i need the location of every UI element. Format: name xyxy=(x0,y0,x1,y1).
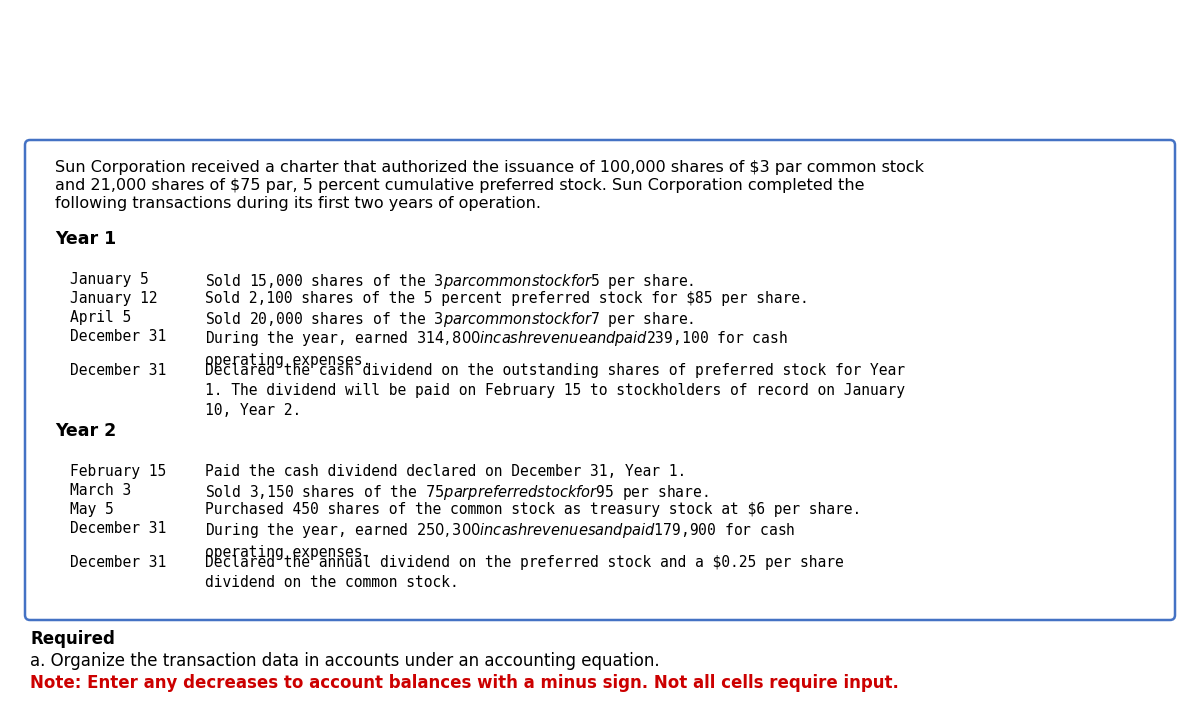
Text: During the year, earned $250,300 in cash revenues and paid $179,900 for cash
ope: During the year, earned $250,300 in cash… xyxy=(205,521,796,560)
Text: May 5: May 5 xyxy=(70,502,114,517)
Text: Declared the cash dividend on the outstanding shares of preferred stock for Year: Declared the cash dividend on the outsta… xyxy=(205,363,905,418)
Text: Sold 2,100 shares of the 5 percent preferred stock for $85 per share.: Sold 2,100 shares of the 5 percent prefe… xyxy=(205,291,809,306)
Text: and 21,000 shares of $75 par, 5 percent cumulative preferred stock. Sun Corporat: and 21,000 shares of $75 par, 5 percent … xyxy=(55,178,864,193)
Text: January 12: January 12 xyxy=(70,291,157,306)
FancyBboxPatch shape xyxy=(25,140,1175,620)
Text: December 31: December 31 xyxy=(70,555,167,570)
Text: following transactions during its first two years of operation.: following transactions during its first … xyxy=(55,196,541,211)
Text: Sold 3,150 shares of the $75 par preferred stock for $95 per share.: Sold 3,150 shares of the $75 par preferr… xyxy=(205,483,708,502)
Text: a. Organize the transaction data in accounts under an accounting equation.: a. Organize the transaction data in acco… xyxy=(30,652,660,670)
Text: Declared the annual dividend on the preferred stock and a $0.25 per share
divide: Declared the annual dividend on the pref… xyxy=(205,555,844,590)
Text: March 3: March 3 xyxy=(70,483,131,498)
Text: December 31: December 31 xyxy=(70,363,167,378)
Text: Sold 15,000 shares of the $3 par common stock for $5 per share.: Sold 15,000 shares of the $3 par common … xyxy=(205,272,695,291)
Text: Purchased 450 shares of the common stock as treasury stock at $6 per share.: Purchased 450 shares of the common stock… xyxy=(205,502,862,517)
Text: December 31: December 31 xyxy=(70,521,167,536)
Text: February 15: February 15 xyxy=(70,464,167,479)
Text: Sold 20,000 shares of the $3 par common stock for $7 per share.: Sold 20,000 shares of the $3 par common … xyxy=(205,310,695,329)
Text: Required: Required xyxy=(30,630,115,648)
Text: Note: Enter any decreases to account balances with a minus sign. Not all cells r: Note: Enter any decreases to account bal… xyxy=(30,674,899,692)
Text: Year 2: Year 2 xyxy=(55,422,116,440)
Text: Sun Corporation received a charter that authorized the issuance of 100,000 share: Sun Corporation received a charter that … xyxy=(55,160,924,175)
Text: April 5: April 5 xyxy=(70,310,131,325)
Text: Year 1: Year 1 xyxy=(55,230,116,248)
Text: Paid the cash dividend declared on December 31, Year 1.: Paid the cash dividend declared on Decem… xyxy=(205,464,686,479)
Text: During the year, earned $314,800 in cash revenue and paid $239,100 for cash
oper: During the year, earned $314,800 in cash… xyxy=(205,329,787,368)
Text: December 31: December 31 xyxy=(70,329,167,344)
Text: January 5: January 5 xyxy=(70,272,149,287)
